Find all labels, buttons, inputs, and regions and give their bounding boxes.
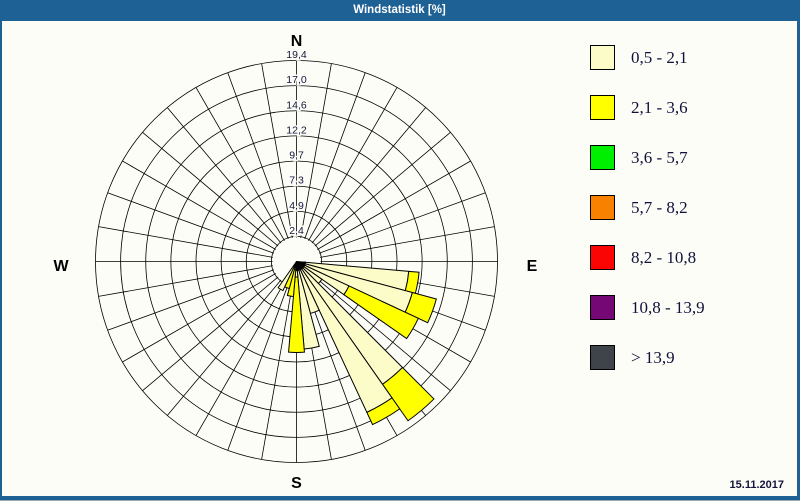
window-titlebar: Windstatistik [%] xyxy=(2,0,797,21)
legend-label: 5,7 - 8,2 xyxy=(631,197,688,217)
legend-item: 0,5 - 2,1 xyxy=(590,45,790,70)
windrose-chart: 2,4 4,9 7,3 9,7 12,2 14,6 17,0 19,4 N E S W xyxy=(2,21,572,496)
legend-swatch-6 xyxy=(590,295,615,320)
grid-spoke xyxy=(122,273,276,363)
grid-spoke xyxy=(314,276,451,392)
grid-spoke xyxy=(195,282,285,436)
compass-label-north: N xyxy=(291,33,303,50)
legend-label: 0,5 - 2,1 xyxy=(631,47,688,67)
legend-swatch-4 xyxy=(590,195,615,220)
legend-item: 3,6 - 5,7 xyxy=(590,145,790,170)
compass-label-west: W xyxy=(53,258,69,275)
wind-wedge-180-class2 xyxy=(288,276,305,353)
radial-tick-label: 14,6 xyxy=(286,99,307,111)
wind-wedge-120-class2 xyxy=(343,285,419,340)
grid-spoke xyxy=(308,87,398,241)
radial-tick-label: 7,3 xyxy=(289,175,304,187)
radial-tick-label: 12,2 xyxy=(286,124,307,136)
grid-spoke xyxy=(261,63,293,238)
legend-label: 8,2 - 10,8 xyxy=(631,247,697,267)
grid-spoke xyxy=(317,160,471,250)
legend-label: 2,1 - 3,6 xyxy=(631,97,688,117)
legend-label: > 13,9 xyxy=(631,347,675,367)
grid-spoke xyxy=(166,279,282,416)
center-hub xyxy=(295,261,306,271)
legend-swatch-1 xyxy=(590,45,615,70)
grid-spoke xyxy=(142,131,279,247)
legend-swatch-2 xyxy=(590,95,615,120)
wind-wedge-140-class2 xyxy=(381,366,435,422)
legend-swatch-3 xyxy=(590,145,615,170)
grid-spoke xyxy=(314,131,451,247)
wind-wedge-190-class2 xyxy=(286,268,297,298)
wind-wedge-110-class2 xyxy=(404,291,437,324)
radial-tick-label: 17,0 xyxy=(286,74,307,86)
grid-spoke xyxy=(107,192,275,254)
grid-spoke xyxy=(227,283,289,451)
date-stamp: 15.11.2017 xyxy=(729,479,784,491)
radial-tick-label: 2,4 xyxy=(289,225,304,237)
compass-label-east: E xyxy=(527,258,538,275)
legend-item: 10,8 - 13,9 xyxy=(590,295,790,320)
radial-tick-label: 4,9 xyxy=(289,200,304,212)
legend-label: 10,8 - 13,9 xyxy=(631,297,705,317)
legend-item: 5,7 - 8,2 xyxy=(590,195,790,220)
radial-tick-label: 19,4 xyxy=(286,49,307,61)
compass-label-south: S xyxy=(291,475,302,492)
grid-spoke xyxy=(227,72,289,240)
grid-spoke xyxy=(311,107,427,244)
grid-spoke xyxy=(300,63,332,238)
legend-swatch-5 xyxy=(590,245,615,270)
window-title: Windstatistik [%] xyxy=(353,4,446,16)
grid-spoke xyxy=(318,192,486,254)
legend-swatch-7 xyxy=(590,345,615,370)
wind-wedge-210-class1 xyxy=(277,261,297,292)
legend: 0,5 - 2,1 2,1 - 3,6 3,6 - 5,7 5,7 - 8,2 8,2 … xyxy=(590,45,790,395)
wind-wedge-150-class2 xyxy=(366,397,401,426)
grid-spoke xyxy=(320,226,495,258)
windrose-svg: 2,4 4,9 7,3 9,7 12,2 14,6 17,0 19,4N E S W xyxy=(53,33,538,492)
radial-tick-label: 9,7 xyxy=(289,150,304,162)
grid-spoke xyxy=(122,160,276,250)
grid-spoke xyxy=(107,269,275,331)
grid-spoke xyxy=(166,107,282,244)
grid-spoke xyxy=(261,285,293,460)
grid-spoke xyxy=(304,72,366,240)
grid-spoke xyxy=(142,276,279,392)
legend-item: 2,1 - 3,6 xyxy=(590,95,790,120)
grid-spoke xyxy=(98,265,273,297)
legend-label: 3,6 - 5,7 xyxy=(631,147,688,167)
grid-spoke xyxy=(98,226,273,258)
legend-item: > 13,9 xyxy=(590,345,790,370)
legend-item: 8,2 - 10,8 xyxy=(590,245,790,270)
grid-spoke xyxy=(195,87,285,241)
